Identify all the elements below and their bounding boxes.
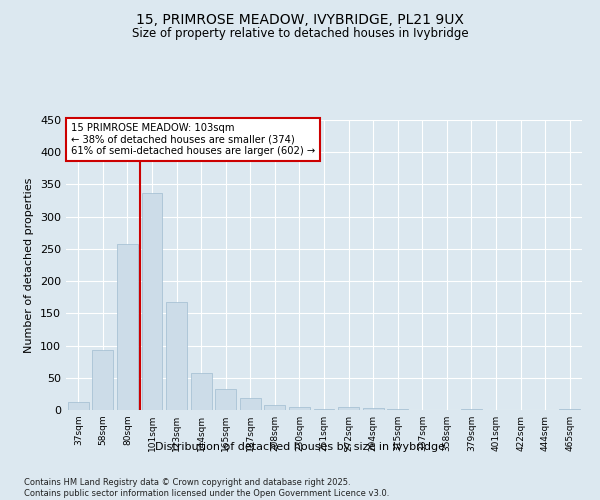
Bar (265, 405, 286, 410)
Bar (142, 194, 163, 410)
Text: Contains HM Land Registry data © Crown copyright and database right 2025.
Contai: Contains HM Land Registry data © Crown c… (24, 478, 389, 498)
Bar (117, 244, 138, 410)
Bar (338, 408, 359, 410)
Bar (362, 408, 383, 410)
Bar (92, 350, 113, 410)
Bar (191, 374, 212, 410)
Text: 15 PRIMROSE MEADOW: 103sqm
← 38% of detached houses are smaller (374)
61% of sem: 15 PRIMROSE MEADOW: 103sqm ← 38% of deta… (71, 123, 316, 156)
Bar (166, 302, 187, 410)
Text: Size of property relative to detached houses in Ivybridge: Size of property relative to detached ho… (131, 28, 469, 40)
Bar (68, 402, 89, 410)
Text: Distribution of detached houses by size in Ivybridge: Distribution of detached houses by size … (155, 442, 445, 452)
Bar (215, 388, 236, 410)
Bar (289, 407, 310, 410)
Text: 15, PRIMROSE MEADOW, IVYBRIDGE, PL21 9UX: 15, PRIMROSE MEADOW, IVYBRIDGE, PL21 9UX (136, 12, 464, 26)
Bar (240, 398, 261, 410)
Y-axis label: Number of detached properties: Number of detached properties (25, 178, 34, 352)
